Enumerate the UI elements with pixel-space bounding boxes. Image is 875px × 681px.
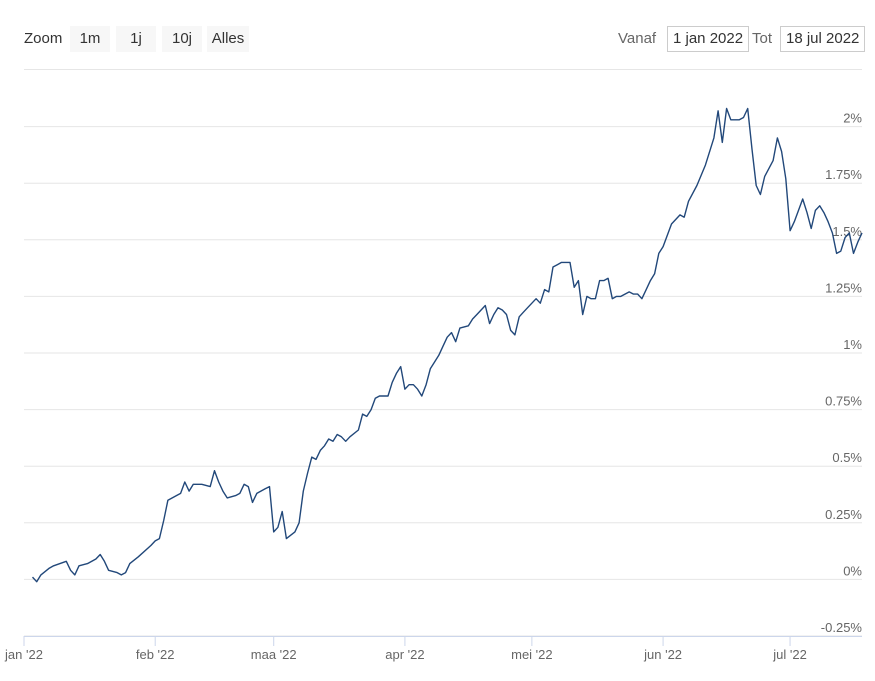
zoom-button[interactable]: 1j bbox=[116, 26, 156, 52]
x-tick-label: jul '22 bbox=[772, 647, 807, 662]
x-tick-label: jun '22 bbox=[643, 647, 682, 662]
to-input[interactable]: 18 jul 2022 bbox=[780, 26, 866, 52]
y-tick-label: 1.75% bbox=[825, 167, 862, 182]
x-tick-label: jan '22 bbox=[4, 647, 43, 662]
from-label: Vanaf bbox=[618, 30, 657, 47]
zoom-button[interactable]: 10j bbox=[162, 26, 202, 52]
zoom-button[interactable]: 1m bbox=[70, 26, 110, 52]
line-series bbox=[31, 107, 863, 583]
y-tick-label: 0% bbox=[843, 563, 862, 578]
x-tick-label: mei '22 bbox=[511, 647, 553, 662]
zoom-button[interactable]: Alles bbox=[207, 26, 249, 52]
from-input[interactable]: 1 jan 2022 bbox=[667, 26, 750, 52]
zoom-label: Zoom bbox=[24, 30, 63, 47]
y-tick-label: 2% bbox=[843, 111, 862, 126]
y-tick-label: 1.25% bbox=[825, 280, 862, 295]
y-tick-label: 0.75% bbox=[825, 394, 862, 409]
to-label: Tot bbox=[752, 30, 773, 47]
x-tick-label: feb '22 bbox=[136, 647, 175, 662]
x-tick-label: maa '22 bbox=[251, 647, 297, 662]
y-tick-label: 0.25% bbox=[825, 507, 862, 522]
y-tick-label: -0.25% bbox=[821, 620, 863, 635]
y-tick-label: 1% bbox=[843, 337, 862, 352]
y-tick-label: 0.5% bbox=[832, 450, 862, 465]
x-tick-label: apr '22 bbox=[385, 647, 424, 662]
y-tick-label: 1.5% bbox=[832, 224, 862, 239]
toolbar: Zoom 1m 1j 10j Alles Vanaf 1 jan 2022 To… bbox=[0, 26, 875, 52]
